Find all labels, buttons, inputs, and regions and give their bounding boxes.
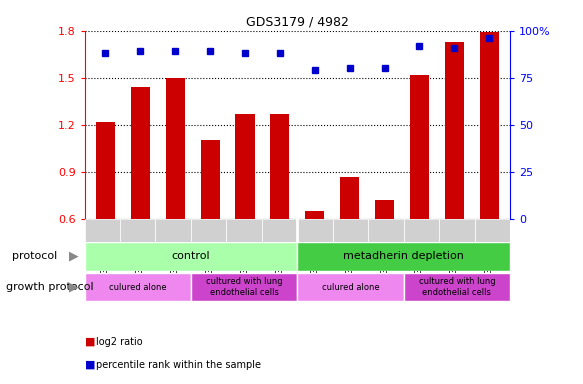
Text: log2 ratio: log2 ratio — [96, 337, 143, 347]
Text: growth protocol: growth protocol — [6, 282, 93, 292]
FancyBboxPatch shape — [403, 219, 439, 242]
Title: GDS3179 / 4982: GDS3179 / 4982 — [246, 15, 349, 28]
Bar — [271, 114, 290, 219]
FancyBboxPatch shape — [439, 219, 475, 242]
Text: ▶: ▶ — [69, 281, 79, 293]
Text: culured alone: culured alone — [109, 283, 167, 291]
FancyBboxPatch shape — [85, 273, 191, 301]
Text: ■: ■ — [85, 337, 95, 347]
FancyBboxPatch shape — [333, 219, 368, 242]
FancyBboxPatch shape — [226, 219, 262, 242]
Bar — [480, 32, 499, 219]
Text: culured alone: culured alone — [322, 283, 380, 291]
FancyBboxPatch shape — [85, 242, 297, 271]
Text: percentile rank within the sample: percentile rank within the sample — [96, 360, 261, 370]
Bar — [340, 177, 359, 219]
FancyBboxPatch shape — [297, 242, 510, 271]
FancyBboxPatch shape — [475, 219, 510, 242]
FancyBboxPatch shape — [297, 273, 403, 301]
Text: ■: ■ — [85, 360, 95, 370]
FancyBboxPatch shape — [368, 219, 403, 242]
FancyBboxPatch shape — [262, 219, 297, 242]
Bar — [445, 42, 464, 219]
FancyBboxPatch shape — [403, 273, 510, 301]
FancyBboxPatch shape — [297, 219, 333, 242]
Text: metadherin depletion: metadherin depletion — [343, 251, 464, 262]
Text: protocol: protocol — [12, 251, 57, 262]
FancyBboxPatch shape — [191, 273, 297, 301]
Text: control: control — [171, 251, 210, 262]
FancyBboxPatch shape — [191, 219, 226, 242]
FancyBboxPatch shape — [120, 219, 156, 242]
Bar — [305, 211, 324, 219]
Text: cultured with lung
endothelial cells: cultured with lung endothelial cells — [206, 277, 282, 297]
Bar — [410, 74, 429, 219]
FancyBboxPatch shape — [85, 219, 120, 242]
Bar — [96, 122, 115, 219]
Text: ▶: ▶ — [69, 250, 79, 263]
Text: cultured with lung
endothelial cells: cultured with lung endothelial cells — [419, 277, 495, 297]
Bar — [236, 114, 255, 219]
Bar — [131, 87, 150, 219]
Bar — [166, 78, 185, 219]
FancyBboxPatch shape — [156, 219, 191, 242]
Bar — [201, 141, 220, 219]
Bar — [375, 200, 394, 219]
